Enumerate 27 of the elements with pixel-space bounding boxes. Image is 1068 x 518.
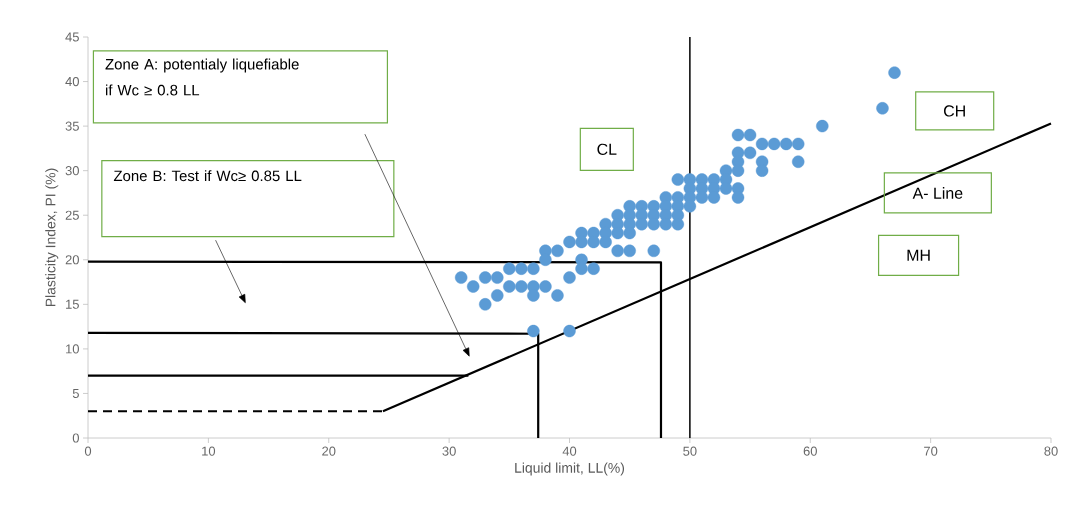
y-tick-label: 40 [65,76,79,87]
x-axis-title: Liquid limit, LL(%) [515,462,625,476]
y-tick-label: 35 [65,121,79,131]
annotation: Zone B: Test if Wc≥ 0.85 LL [113,170,302,182]
x-tick-label: 70 [924,446,938,456]
annotation: MH [907,249,930,261]
y-tick-label: 5 [72,388,79,398]
x-tick-label: 0 [84,446,92,456]
annotation: CL [597,143,617,155]
y-axis-title: Plasticity Index, PI (%) [45,168,59,307]
y-tick-label: 0 [72,433,79,443]
x-tick-label: 30 [442,446,456,456]
x-tick-label: 20 [322,446,336,456]
y-tick-label: 10 [66,344,79,354]
y-tick-label: 30 [65,166,79,176]
y-tick-label: 15 [66,299,79,309]
x-tick-label: 50 [683,446,697,456]
y-tick-label: 45 [65,32,79,42]
annotation: Zone A: potentialy liquefiable if Wc ≥ 0.8 LL [105,58,299,96]
y-tick-label: 25 [65,210,79,220]
x-tick-label: 60 [803,446,817,456]
annotation: A- Line [912,187,963,199]
y-tick-label: 20 [65,255,79,265]
x-tick-label: 80 [1044,446,1058,456]
annotation: CH [944,105,965,117]
x-tick-label: 40 [562,446,577,456]
x-tick-label: 10 [202,446,216,456]
